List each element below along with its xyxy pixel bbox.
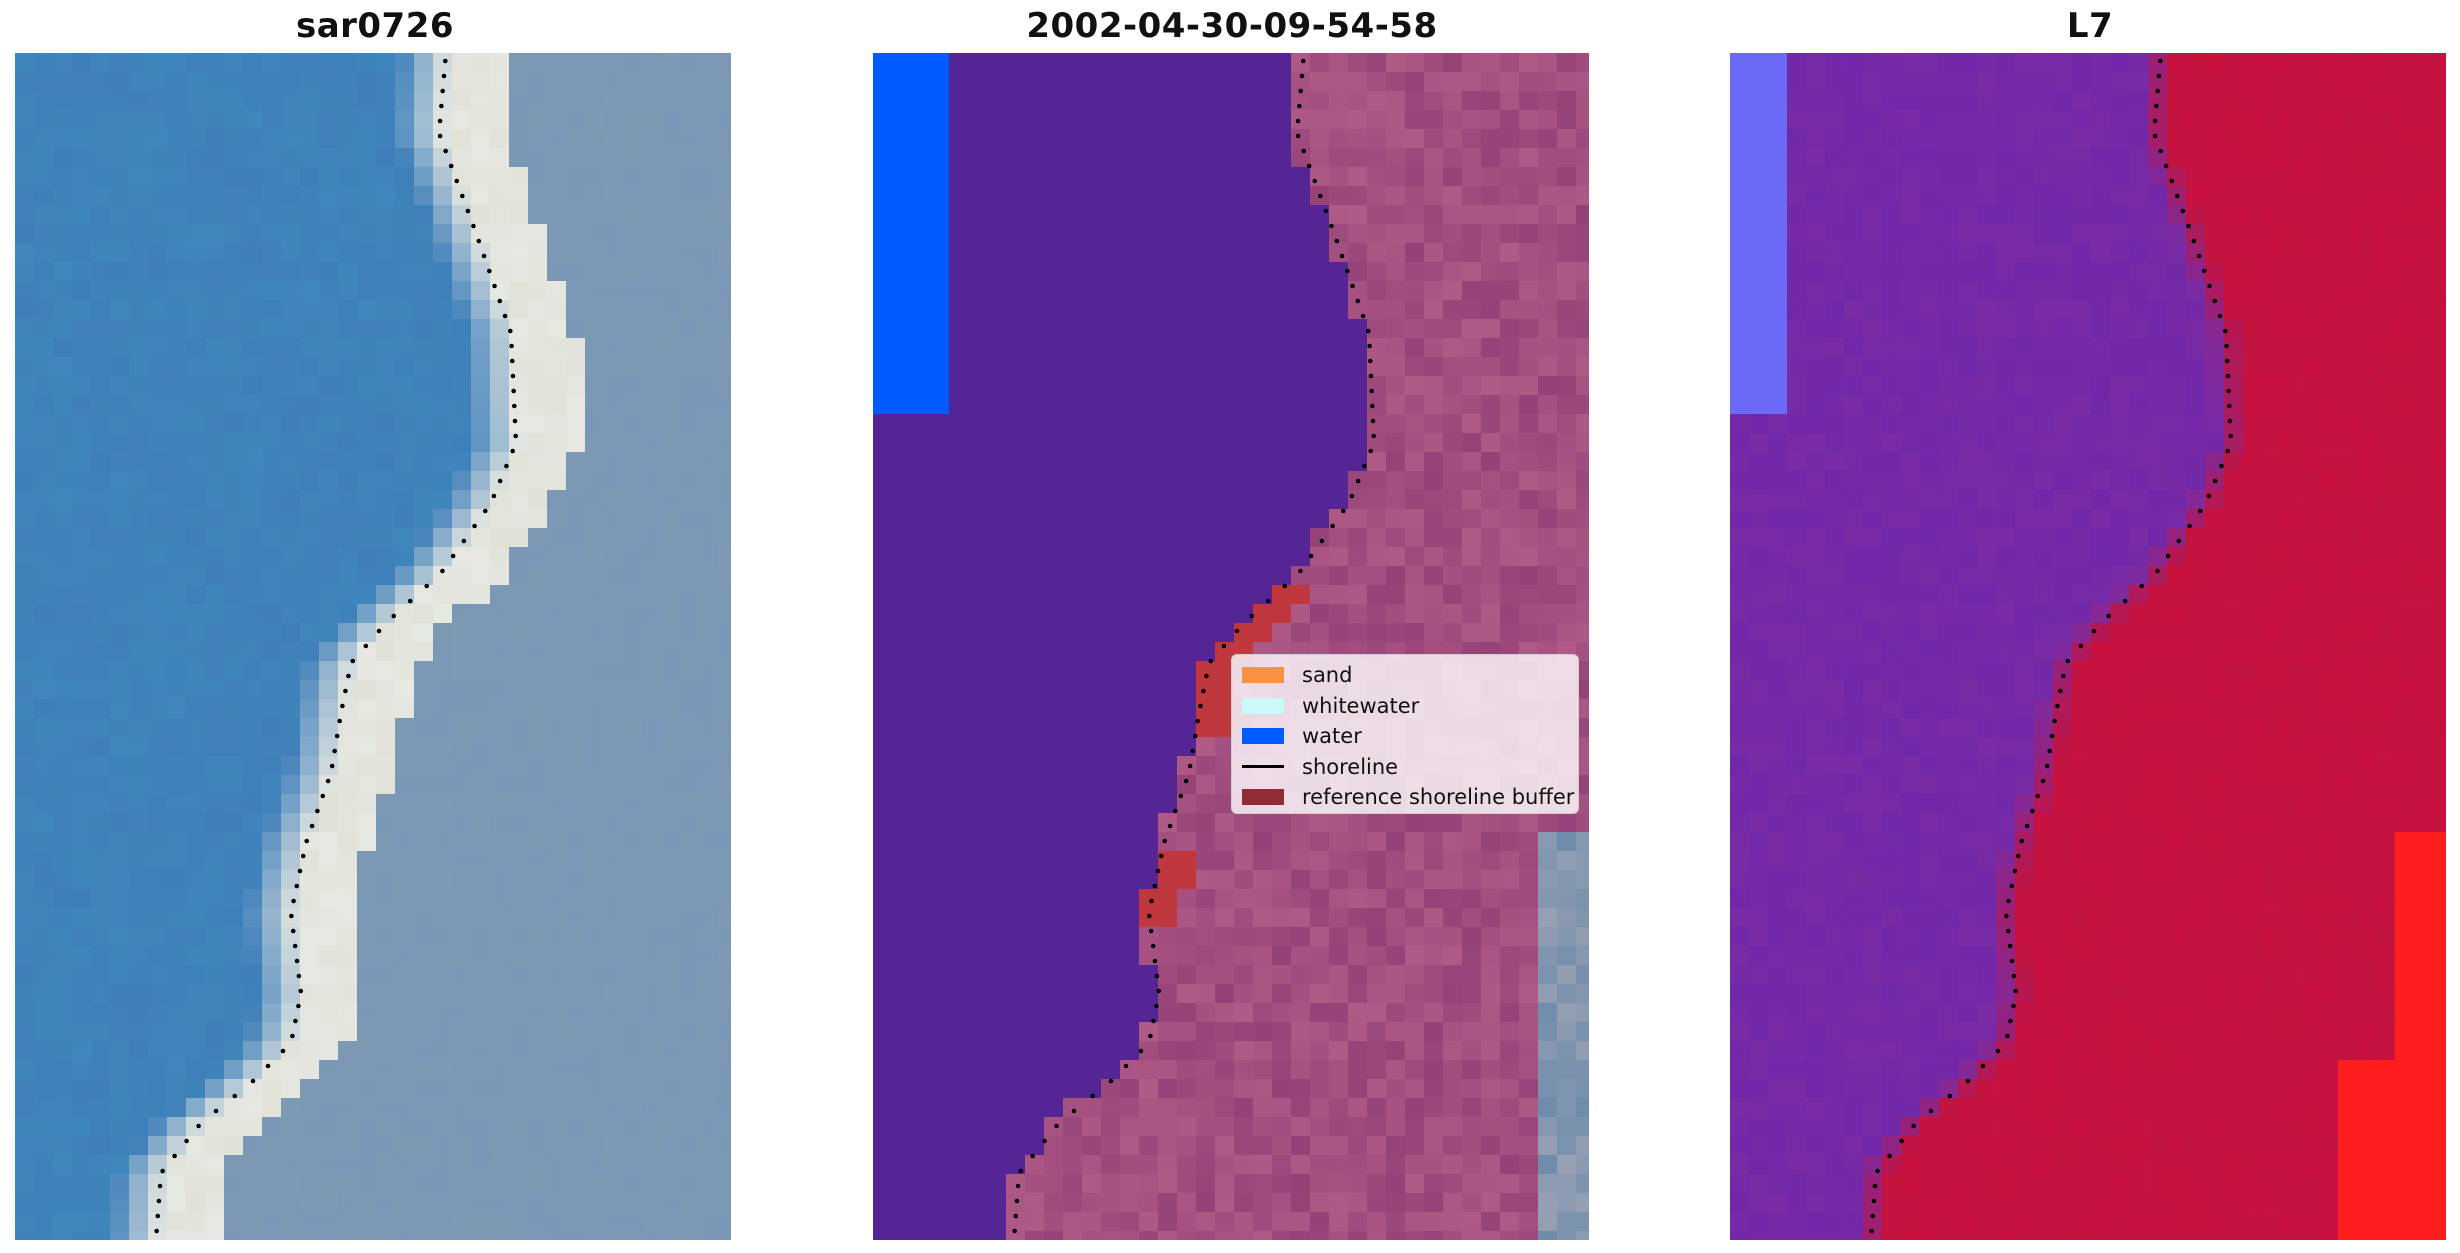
shoreline-dots xyxy=(1012,58,1376,1234)
legend-swatch xyxy=(1242,667,1284,684)
legend-swatch xyxy=(1242,765,1284,769)
legend-swatch xyxy=(1242,697,1284,714)
legend-label: sand xyxy=(1302,663,1353,688)
legend-item-sand: sand xyxy=(1242,660,1568,691)
legend-swatch xyxy=(1242,789,1284,806)
legend-label: shoreline xyxy=(1302,754,1399,779)
legend-item-shoreline: shoreline xyxy=(1242,752,1568,783)
classified-image xyxy=(873,53,1589,1240)
legend-item-whitewater: whitewater xyxy=(1242,691,1568,722)
legend-label: whitewater xyxy=(1302,693,1420,718)
shoreline-dots xyxy=(154,58,518,1234)
rgb-image xyxy=(15,53,731,1240)
legend: sand whitewater water shoreline reference sh… xyxy=(1231,654,1579,814)
legend-item-reference-shoreline-buffer: reference shoreline buffer xyxy=(1242,782,1574,813)
classified-image-panel xyxy=(873,53,1589,1240)
rgb-image-panel xyxy=(15,53,731,1240)
legend-item-water: water xyxy=(1242,721,1568,752)
legend-swatch xyxy=(1242,728,1284,745)
legend-label: water xyxy=(1302,724,1362,749)
shoreline-dots xyxy=(1869,58,2233,1234)
panel-title-2: 2002-04-30-09-54-58 xyxy=(1026,6,1438,46)
index-image-panel xyxy=(1730,53,2446,1240)
index-image xyxy=(1730,53,2446,1240)
panel-title-1: sar0726 xyxy=(295,6,455,46)
panel-title-3: L7 xyxy=(2066,6,2114,46)
legend-label: reference shoreline buffer xyxy=(1302,785,1575,810)
